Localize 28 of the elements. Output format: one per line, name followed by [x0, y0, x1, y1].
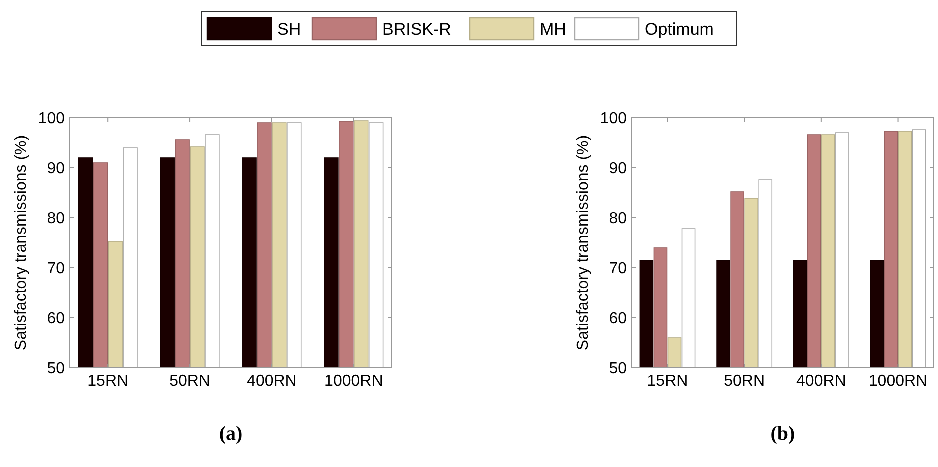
y-tick-label: 80 [47, 210, 66, 228]
x-axis-title: (b) [770, 423, 796, 445]
y-tick-label: 70 [47, 260, 66, 278]
x-tick-label: 1000RN [868, 373, 928, 390]
y-axis-title: Satisfactory transmissions (%) [575, 135, 592, 351]
y-tick-label: 90 [47, 160, 66, 178]
y-tick-label: 100 [38, 110, 66, 128]
y-tick-label: 50 [47, 360, 66, 378]
x-tick-label: 400RN [247, 373, 297, 390]
x-tick-label: 1000RN [324, 373, 384, 390]
x-tick-label: 15RN [647, 373, 688, 390]
y-axis-title: Satisfactory transmissions (%) [13, 135, 30, 351]
legend-label: BRISK-R [382, 20, 452, 39]
legend-label: MH [540, 20, 566, 39]
y-tick-label: 60 [47, 310, 66, 328]
y-tick-label: 100 [600, 110, 628, 128]
y-tick-label: 50 [609, 360, 628, 378]
x-tick-label: 400RN [796, 373, 846, 390]
y-tick-label: 80 [609, 210, 628, 228]
x-axis-title: (a) [219, 423, 243, 445]
y-tick-label: 90 [609, 160, 628, 178]
legend-label: SH [278, 20, 302, 39]
x-tick-label: 50RN [170, 373, 210, 390]
x-tick-label: 50RN [724, 373, 766, 390]
legend-label: Optimum [645, 20, 714, 39]
x-tick-label: 15RN [88, 373, 129, 390]
y-tick-label: 60 [609, 310, 628, 328]
y-tick-label: 70 [609, 260, 628, 278]
